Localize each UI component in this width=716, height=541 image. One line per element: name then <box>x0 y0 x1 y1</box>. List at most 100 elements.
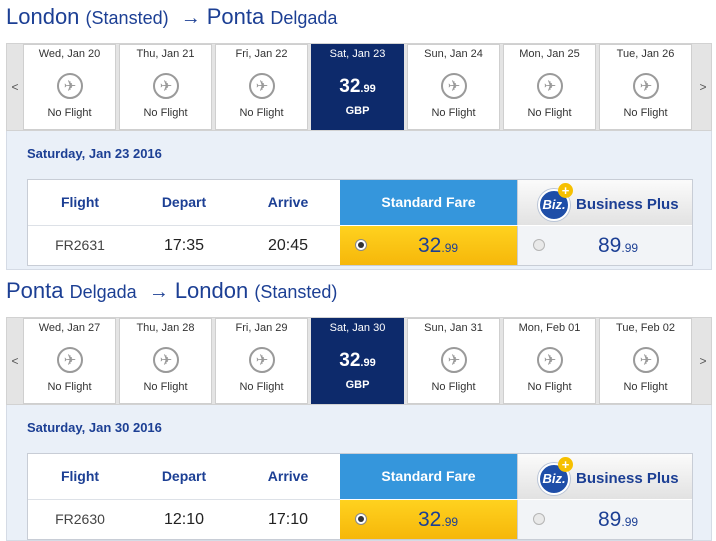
day-card[interactable]: Sun, Jan 31 ✈ No Flight <box>407 318 500 404</box>
no-flight-label: No Flight <box>623 381 668 393</box>
standard-fare-header: Standard Fare <box>340 454 517 499</box>
no-flight-plane-icon: ✈ <box>633 347 659 373</box>
no-flight-plane-icon: ✈ <box>249 347 275 373</box>
origin-airport: (Stansted) <box>85 8 169 28</box>
destination-city: London <box>174 278 249 303</box>
return-section: Ponta Delgada → London (Stansted) < Wed, … <box>0 274 716 541</box>
route-arrow-icon: → <box>180 7 201 29</box>
no-flight-plane-icon: ✈ <box>633 73 659 99</box>
no-flight-plane-icon: ✈ <box>441 73 467 99</box>
flight-number: FR2630 <box>55 511 105 527</box>
day-price: 32.99 <box>339 76 376 97</box>
day-card[interactable]: Tue, Feb 02 ✈ No Flight <box>599 318 692 404</box>
origin-suffix: Delgada <box>69 282 137 302</box>
no-flight-label: No Flight <box>143 381 188 393</box>
day-label: Thu, Jan 21 <box>136 48 195 60</box>
fare-table: Flight Depart Arrive Standard Fare Biz. … <box>27 453 693 540</box>
outbound-section: London (Stansted) → Ponta Delgada < Wed, … <box>0 0 716 270</box>
no-flight-label: No Flight <box>47 381 92 393</box>
no-flight-label: No Flight <box>623 107 668 119</box>
day-card-selected[interactable]: Sat, Jan 23 32.99 GBP <box>311 44 404 130</box>
day-card[interactable]: Thu, Jan 28 ✈ No Flight <box>119 318 212 404</box>
no-flight-label: No Flight <box>527 107 572 119</box>
day-card[interactable]: Fri, Jan 29 ✈ No Flight <box>215 318 308 404</box>
day-card[interactable]: Sun, Jan 24 ✈ No Flight <box>407 44 500 130</box>
plus-badge-icon: + <box>558 457 573 472</box>
no-flight-label: No Flight <box>239 107 284 119</box>
selected-date: Saturday, Jan 30 2016 <box>27 420 162 435</box>
depart-time: 12:10 <box>163 511 205 528</box>
arrive-column-header: Arrive <box>267 468 309 484</box>
day-card[interactable]: Fri, Jan 22 ✈ No Flight <box>215 44 308 130</box>
row-divider <box>28 499 340 500</box>
next-dates-button[interactable]: > <box>699 354 707 368</box>
business-plus-radio[interactable] <box>533 239 545 251</box>
standard-fare-header: Standard Fare <box>340 180 517 225</box>
origin-city: Ponta <box>6 278 64 303</box>
flight-column-header: Flight <box>60 194 100 210</box>
business-plus-price: 89.99 <box>598 508 639 531</box>
standard-fare-radio[interactable] <box>355 513 367 525</box>
day-card-selected[interactable]: Sat, Jan 30 32.99 GBP <box>311 318 404 404</box>
arrive-time: 20:45 <box>267 237 309 254</box>
business-plus-price: 89.99 <box>598 234 639 257</box>
day-currency: GBP <box>345 379 370 391</box>
flight-number: FR2631 <box>55 237 105 253</box>
day-card[interactable]: Mon, Jan 25 ✈ No Flight <box>503 44 596 130</box>
no-flight-label: No Flight <box>47 107 92 119</box>
prev-dates-button[interactable]: < <box>11 80 19 94</box>
no-flight-label: No Flight <box>431 107 476 119</box>
no-flight-plane-icon: ✈ <box>537 73 563 99</box>
business-plus-label: Business Plus <box>576 196 679 213</box>
day-label: Fri, Jan 29 <box>235 322 288 334</box>
no-flight-plane-icon: ✈ <box>249 73 275 99</box>
standard-fare-radio[interactable] <box>355 239 367 251</box>
flight-info-panel: Saturday, Jan 30 2016 Flight Depart Arri… <box>6 405 712 541</box>
day-card[interactable]: Mon, Feb 01 ✈ No Flight <box>503 318 596 404</box>
day-label: Fri, Jan 22 <box>235 48 288 60</box>
plus-badge-icon: + <box>558 183 573 198</box>
day-card[interactable]: Wed, Jan 20 ✈ No Flight <box>23 44 116 130</box>
day-label: Sat, Jan 30 <box>329 322 386 334</box>
no-flight-plane-icon: ✈ <box>153 347 179 373</box>
standard-fare-option[interactable]: 32.99 <box>340 226 517 265</box>
selected-date: Saturday, Jan 23 2016 <box>27 146 162 161</box>
destination-airport: (Stansted) <box>254 282 338 302</box>
route-arrow-icon: → <box>148 281 169 303</box>
no-flight-plane-icon: ✈ <box>153 73 179 99</box>
day-card[interactable]: Wed, Jan 27 ✈ No Flight <box>23 318 116 404</box>
flight-column-header: Flight <box>60 468 100 484</box>
destination-city: Ponta <box>206 4 265 29</box>
no-flight-plane-icon: ✈ <box>57 347 83 373</box>
day-card[interactable]: Tue, Jan 26 ✈ No Flight <box>599 44 692 130</box>
day-label: Tue, Feb 02 <box>616 322 675 334</box>
business-plus-option[interactable]: 89.99 <box>517 500 692 539</box>
business-plus-radio[interactable] <box>533 513 545 525</box>
day-card[interactable]: Thu, Jan 21 ✈ No Flight <box>119 44 212 130</box>
business-plus-header: Biz. + Business Plus <box>517 180 692 225</box>
origin-city: London <box>6 4 80 29</box>
next-dates-button[interactable]: > <box>699 80 707 94</box>
day-label: Thu, Jan 28 <box>136 322 195 334</box>
depart-time: 17:35 <box>163 237 205 254</box>
date-strip: < Wed, Jan 20 ✈ No Flight Thu, Jan 21 ✈ … <box>6 43 712 131</box>
destination-suffix: Delgada <box>270 8 338 28</box>
standard-fare-price: 32.99 <box>418 508 459 531</box>
business-plus-label: Business Plus <box>576 470 679 487</box>
no-flight-plane-icon: ✈ <box>441 347 467 373</box>
no-flight-label: No Flight <box>431 381 476 393</box>
arrive-column-header: Arrive <box>267 194 309 210</box>
flight-info-panel: Saturday, Jan 23 2016 Flight Depart Arri… <box>6 131 712 270</box>
business-plus-option[interactable]: 89.99 <box>517 226 692 265</box>
date-strip: < Wed, Jan 27 ✈ No Flight Thu, Jan 28 ✈ … <box>6 317 712 405</box>
no-flight-plane-icon: ✈ <box>57 73 83 99</box>
route-title: Ponta Delgada → London (Stansted) <box>6 274 337 308</box>
day-price: 32.99 <box>339 350 376 371</box>
no-flight-label: No Flight <box>143 107 188 119</box>
standard-fare-option[interactable]: 32.99 <box>340 500 517 539</box>
depart-column-header: Depart <box>161 194 207 210</box>
prev-dates-button[interactable]: < <box>11 354 19 368</box>
fare-table: Flight Depart Arrive Standard Fare Biz. … <box>27 179 693 266</box>
day-label: Wed, Jan 27 <box>38 322 101 334</box>
day-label: Tue, Jan 26 <box>616 48 675 60</box>
